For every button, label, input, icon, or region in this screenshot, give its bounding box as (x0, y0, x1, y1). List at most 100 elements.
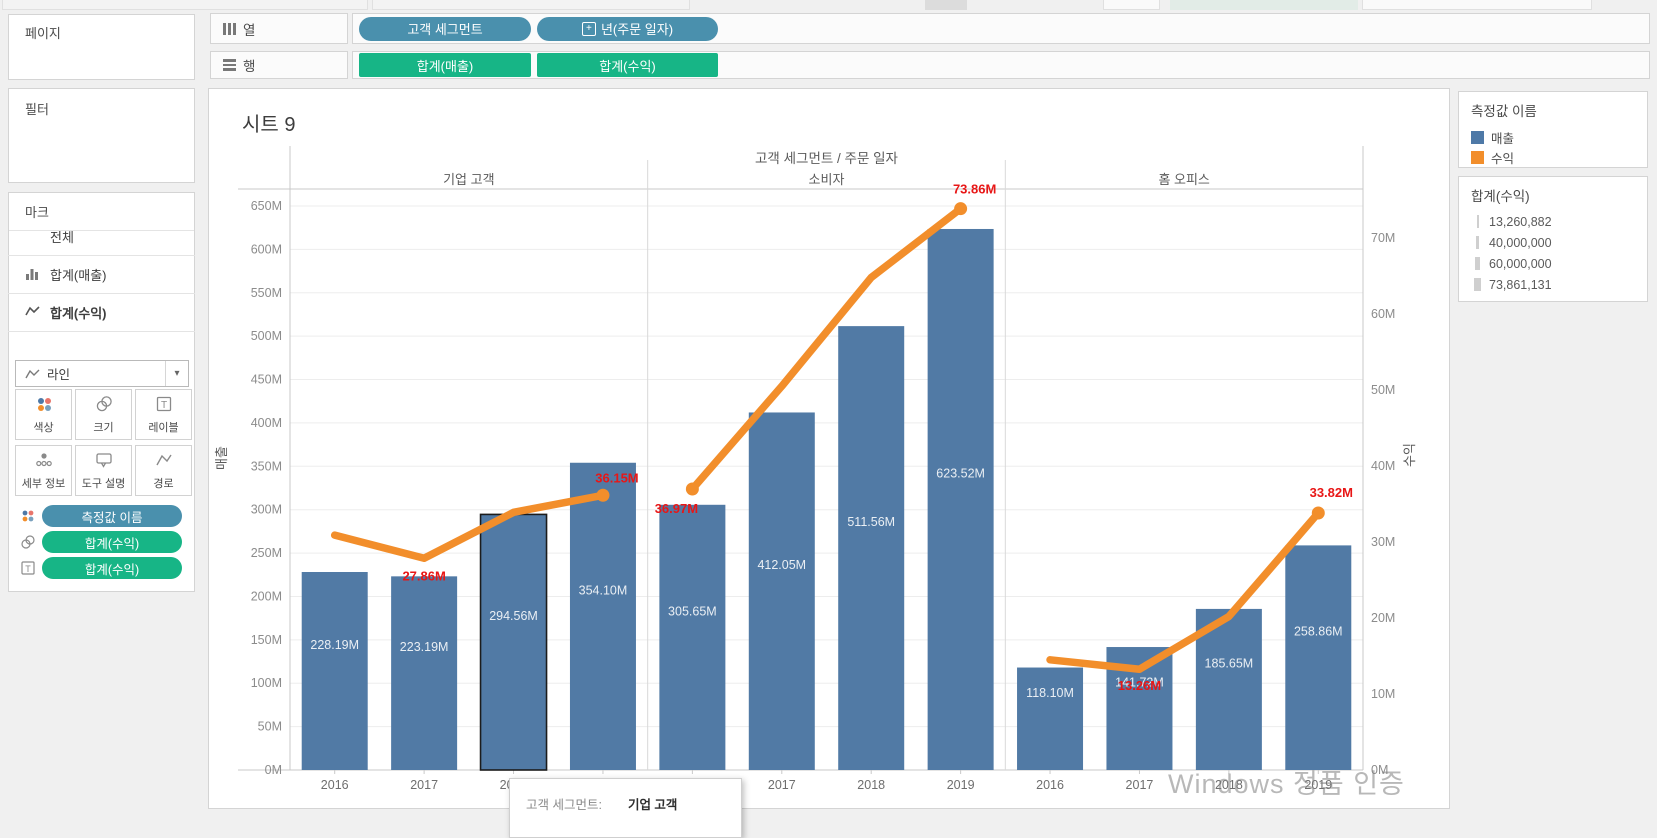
size-legend-item-1[interactable]: 40,000,000 (1473, 232, 1647, 253)
bar-기업 고객-2019[interactable] (569, 462, 636, 770)
marks-button-경로[interactable]: 경로 (135, 445, 192, 496)
profit-line-endpoint[interactable] (1311, 506, 1325, 520)
right-axis-tick: 60M (1371, 307, 1395, 321)
size-legend-item-2[interactable]: 60,000,000 (1473, 253, 1647, 274)
year-label-홈 오피스-2019[interactable]: 2019 (1304, 778, 1332, 792)
bar-기업 고객-2018[interactable] (480, 514, 547, 770)
bar-홈 오피스-2016[interactable] (1017, 667, 1084, 770)
year-label-홈 오피스-2018[interactable]: 2018 (1215, 778, 1243, 792)
sheet-title: 시트 9 (242, 114, 296, 136)
pane-header-홈 오피스[interactable]: 홈 오피스 (1158, 172, 1209, 187)
legend-label: 수익 (1491, 151, 1515, 166)
bar-value-label: 294.56M (489, 609, 538, 623)
legend-swatch (1471, 150, 1484, 164)
detail-icon (35, 451, 53, 472)
profit-line-기업 고객[interactable] (330, 491, 607, 563)
pill-label: 합계(매출) (416, 58, 474, 74)
bar-소비자-2016[interactable] (659, 504, 726, 770)
marks-button-세부 정보[interactable]: 세부 정보 (15, 445, 72, 496)
right-axis-tick: 30M (1371, 535, 1395, 549)
bar-홈 오피스-2018[interactable] (1195, 608, 1262, 770)
size-icon (20, 534, 36, 555)
year-label-홈 오피스-2017[interactable]: 2017 (1126, 778, 1154, 792)
pill-label: 합계(수익) (84, 562, 140, 577)
pane-header-소비자[interactable]: 소비자 (809, 172, 845, 187)
legend-swatch (1471, 130, 1484, 144)
year-label-기업 고객-2016[interactable]: 2016 (321, 778, 349, 792)
bar-value-label: 223.19M (400, 640, 449, 654)
marks-button-label: 색상 (33, 421, 54, 434)
columns-shelf[interactable]: 고객 세그먼트 + 년(주문 일자) (352, 13, 1650, 44)
marks-button-크기[interactable]: 크기 (75, 389, 132, 440)
bar-소비자-2018[interactable] (838, 326, 905, 770)
grid-plus-icon: + (581, 21, 596, 36)
marks-button-label: 레이블 (148, 421, 179, 434)
year-label-소비자-2018[interactable]: 2018 (857, 778, 885, 792)
text-icon: T (20, 560, 36, 581)
right-axis-tick: 0M (1371, 763, 1388, 777)
marks-button-도구 설명[interactable]: 도구 설명 (75, 445, 132, 496)
right-axis-tick: 70M (1371, 231, 1395, 245)
column-pill-0[interactable]: 고객 세그먼트 (359, 16, 531, 41)
pages-panel-title: 페이지 (25, 26, 61, 41)
bar-소비자-2017[interactable] (748, 412, 815, 770)
bar-기업 고객-2017[interactable] (391, 576, 458, 770)
profit-line-endpoint[interactable] (685, 482, 699, 496)
measure-legend-item-1[interactable]: 수익 (1471, 147, 1647, 167)
marks-button-색상[interactable]: 색상 (15, 389, 72, 440)
rows-icon (223, 57, 236, 72)
left-axis-tick: 0M (265, 763, 282, 777)
left-axis-tick: 50M (258, 720, 282, 734)
marks-button-label: 크기 (93, 421, 114, 434)
marks-card-row-0[interactable]: 전체 (8, 218, 195, 256)
year-label-기업 고객-2017[interactable]: 2017 (410, 778, 438, 792)
bar-value-label: 228.19M (310, 638, 359, 652)
windows-activation-watermark: Windows 정품 인증 (1168, 769, 1405, 799)
column-pill-1[interactable]: + 년(주문 일자) (537, 16, 718, 41)
marks-card-pill-2[interactable]: 합계(수익) (42, 557, 182, 579)
size-legend-item-0[interactable]: 13,260,882 (1473, 211, 1647, 232)
profit-line-endpoint[interactable] (954, 202, 968, 216)
profit-annotation: 73.86M (953, 182, 996, 197)
left-axis-tick: 300M (251, 503, 282, 517)
marks-card-row-2[interactable]: 합계(수익) (8, 294, 195, 332)
right-axis-tick: 50M (1371, 383, 1395, 397)
right-axis-tick: 10M (1371, 687, 1395, 701)
window-chrome-fragment (1103, 0, 1160, 10)
chevron-down-icon[interactable]: ▾ (165, 361, 188, 386)
line-chart-icon (22, 304, 42, 321)
filters-panel[interactable]: 필터 (8, 88, 195, 183)
measure-legend-item-0[interactable]: 매출 (1471, 127, 1647, 147)
pill-label: 합계(수익) (84, 536, 140, 551)
bar-소비자-2019[interactable] (927, 228, 994, 770)
marks-card-pill-0[interactable]: 측정값 이름 (42, 505, 182, 527)
marks-row-label: 합계(매출) (50, 268, 107, 283)
year-label-홈 오피스-2016[interactable]: 2016 (1036, 778, 1064, 792)
left-axis-tick: 650M (251, 199, 282, 213)
profit-line-소비자[interactable] (688, 204, 965, 493)
marks-card-row-1[interactable]: 합계(매출) (8, 256, 195, 294)
year-label-소비자-2019[interactable]: 2019 (947, 778, 975, 792)
pane-header-기업 고객[interactable]: 기업 고객 (443, 172, 494, 187)
bar-기업 고객-2016[interactable] (301, 572, 368, 770)
bar-홈 오피스-2019[interactable] (1285, 545, 1352, 770)
left-axis-tick: 250M (251, 546, 282, 560)
size-legend-bar-icon (1473, 236, 1482, 249)
pages-panel[interactable]: 페이지 (8, 14, 195, 80)
size-legend-item-3[interactable]: 73,861,131 (1473, 274, 1647, 295)
mark-type-dropdown[interactable]: 라인 ▾ (15, 360, 189, 387)
marks-button-label: 경로 (153, 477, 174, 490)
row-pill-1[interactable]: 합계(수익) (537, 53, 718, 77)
column-field-header: 고객 세그먼트 / 주문 일자 (755, 151, 899, 166)
rows-shelf-label: 행 (210, 51, 348, 79)
marks-card-pill-1[interactable]: 합계(수익) (42, 531, 182, 553)
tooltip-icon (95, 451, 113, 472)
profit-size-legend-title: 합계(수익) (1471, 189, 1530, 204)
marks-button-레이블[interactable]: T 레이블 (135, 389, 192, 440)
profit-line-endpoint[interactable] (596, 488, 610, 502)
profit-line-홈 오피스[interactable] (1046, 509, 1323, 673)
rows-shelf[interactable]: 합계(매출) 합계(수익) (352, 51, 1650, 79)
year-label-소비자-2017[interactable]: 2017 (768, 778, 796, 792)
row-pill-0[interactable]: 합계(매출) (359, 53, 531, 77)
pill-label: 년(주문 일자) (600, 22, 674, 37)
